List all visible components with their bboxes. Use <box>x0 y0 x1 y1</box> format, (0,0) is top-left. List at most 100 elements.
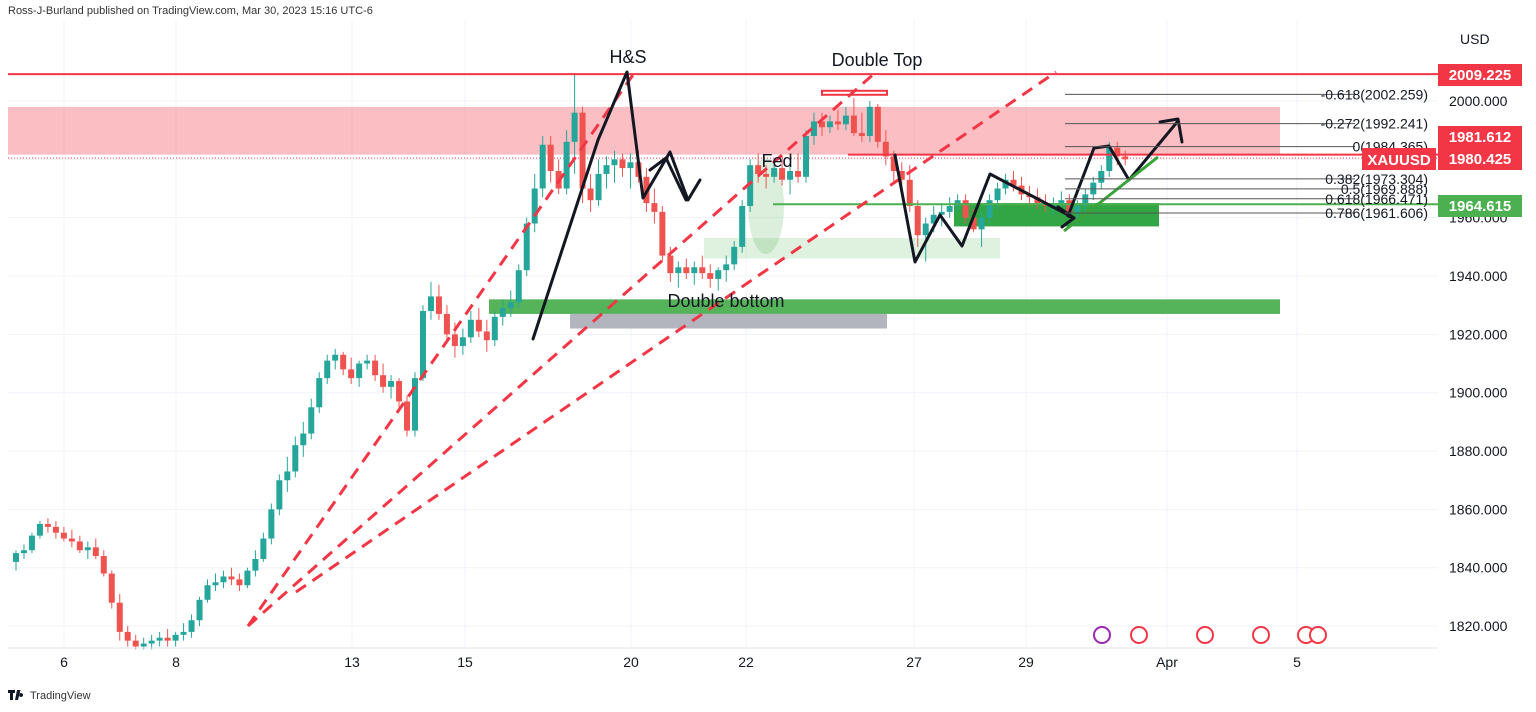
us-flag-event-icon <box>1252 626 1270 644</box>
lightning-event-icon <box>1093 626 1111 644</box>
candle-body <box>842 115 849 125</box>
candle-body <box>994 188 1001 201</box>
candle-body <box>1098 171 1105 183</box>
candle-body <box>779 168 786 180</box>
currency-label: USD <box>1460 31 1490 47</box>
candle-body <box>108 573 115 603</box>
candle-body <box>1114 147 1121 157</box>
candle-body <box>1074 206 1081 212</box>
fib-label: 0.382(1973.304) <box>1325 171 1428 187</box>
candle-body <box>356 363 363 379</box>
candle-body <box>507 302 514 309</box>
candle-body <box>922 223 929 236</box>
candle-body <box>803 136 810 177</box>
candle-body <box>938 211 945 215</box>
candle-body <box>372 360 379 376</box>
annotation-label: H&S <box>609 47 646 67</box>
resistance-zone <box>8 106 1280 155</box>
candle-body <box>531 188 538 224</box>
candle-body <box>348 369 355 379</box>
candle-body <box>220 576 227 583</box>
x-tick-label: 8 <box>172 654 180 670</box>
candle-body <box>28 535 35 551</box>
y-tick-label: 1840.000 <box>1449 560 1508 576</box>
us-flag-event-icon <box>1130 626 1148 644</box>
candle-body <box>731 246 738 265</box>
candle-body <box>811 121 817 137</box>
candle-body <box>523 223 530 271</box>
candle-body <box>196 599 203 621</box>
candle-body <box>467 319 474 338</box>
candle-body <box>1122 156 1129 160</box>
candle-body <box>834 121 841 125</box>
candle-body <box>292 445 299 472</box>
candle-body <box>212 582 219 586</box>
price-axis: USD 1820.000 1840.000 1860.000 1880.000 1900.… <box>1449 31 1508 634</box>
candle-body <box>683 267 690 274</box>
publisher-header: Ross-J-Burland published on TradingView.… <box>8 5 373 17</box>
candle-body <box>675 267 682 274</box>
tradingview-logo-icon <box>8 690 24 700</box>
candle-body <box>699 267 706 274</box>
candle-body <box>435 296 442 314</box>
candle-body <box>515 270 522 303</box>
x-tick-label: 22 <box>738 654 754 670</box>
candle-body <box>244 570 251 586</box>
candle-body <box>986 200 993 218</box>
price-tag-1980-bg <box>1438 148 1522 170</box>
price-tag-1981-bg <box>1438 126 1522 148</box>
x-tick-label: 29 <box>1018 654 1034 670</box>
candle-body <box>491 316 498 341</box>
price-tag-1981: 1981.612 <box>1449 129 1512 146</box>
annotation-label: Double Top <box>832 50 923 70</box>
candle-body <box>451 334 458 347</box>
candle-body <box>850 115 857 134</box>
candle-body <box>475 319 482 332</box>
x-tick-label: Apr <box>1156 654 1178 670</box>
time-axis: 6 8 13 15 20 22 27 29 Apr 5 <box>8 647 1438 670</box>
fib-label: 0.5(1969.888) <box>1341 181 1428 197</box>
x-tick-label: 27 <box>906 654 922 670</box>
gray-zone <box>570 313 887 329</box>
candle-body <box>427 296 434 312</box>
candle-body <box>563 141 570 189</box>
candle-body <box>276 480 283 510</box>
candle-body <box>236 579 243 586</box>
annotations: H&S Double Top Fed Double bottom <box>609 47 922 311</box>
candle-body <box>124 631 131 641</box>
candle-body <box>68 538 75 542</box>
candle-body <box>882 141 889 157</box>
candle-body <box>164 637 171 641</box>
y-tick-label: 1860.000 <box>1449 501 1508 517</box>
footer: TradingView <box>8 690 91 702</box>
candle-body <box>739 206 746 247</box>
x-tick-label: 13 <box>344 654 360 670</box>
us-flag-event-icon <box>1309 626 1327 644</box>
candle-body <box>100 556 107 574</box>
footer-brand: TradingView <box>30 690 91 702</box>
annotation-label: Double bottom <box>667 291 784 311</box>
candle-body <box>412 378 418 431</box>
candle-body <box>930 214 937 224</box>
y-tick-label: 1920.000 <box>1449 326 1508 342</box>
green-trendline <box>1063 155 1159 233</box>
candle-body <box>180 631 187 635</box>
candle-body <box>595 173 602 201</box>
candle-body <box>252 558 259 571</box>
candle-body <box>771 168 778 177</box>
candle-body <box>715 270 722 279</box>
candle-body <box>483 331 490 341</box>
candle-body <box>84 547 91 551</box>
candle-body <box>763 173 770 177</box>
fib-label: -0.618(2002.259) <box>1321 86 1428 102</box>
candle-body <box>667 255 674 274</box>
candle-body <box>627 162 634 169</box>
candle-body <box>946 206 953 212</box>
candle-body <box>396 381 403 402</box>
candle-body <box>603 165 610 174</box>
candle-body <box>419 311 426 379</box>
candle-body <box>970 217 977 230</box>
fib-label: -0.272(1992.241) <box>1321 116 1428 132</box>
fib-label: 0.618(1966.471) <box>1325 191 1428 207</box>
